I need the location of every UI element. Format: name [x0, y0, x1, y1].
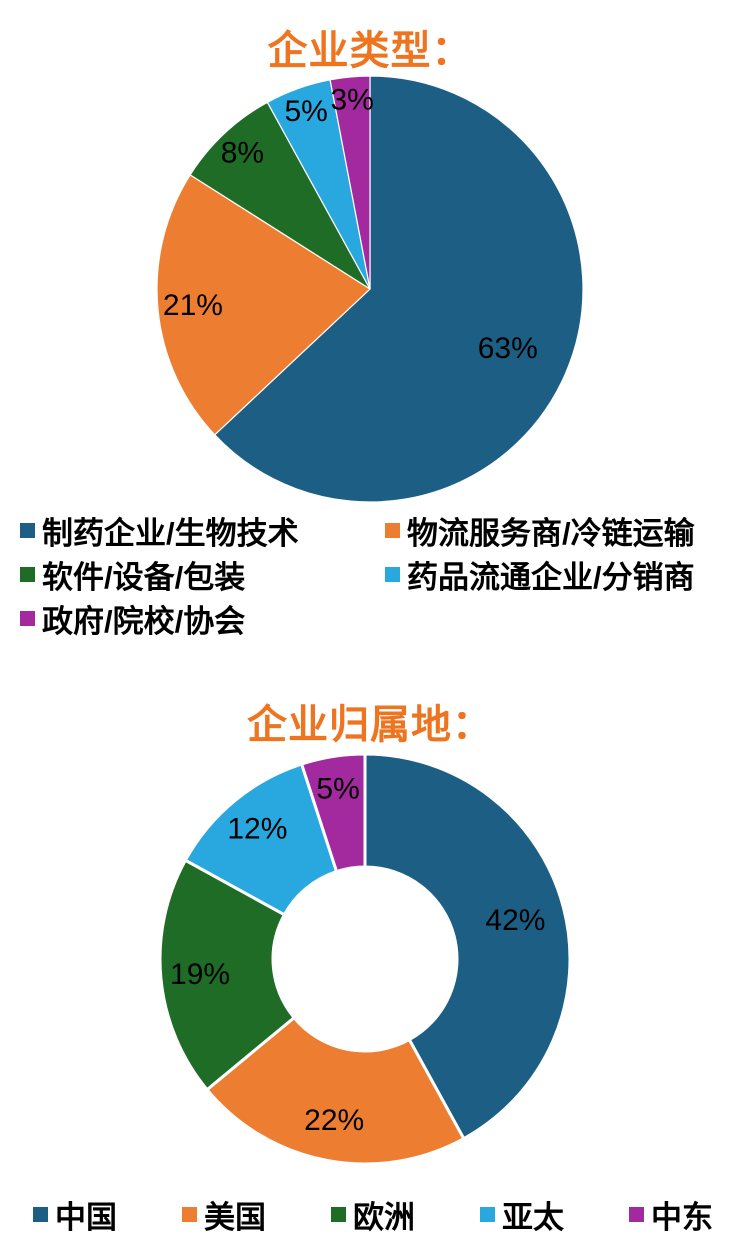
slice-percentage-label: 21%	[163, 289, 223, 322]
legend-label: 中东	[651, 1199, 713, 1235]
pie-slice	[213, 75, 584, 503]
pie-slice	[158, 858, 297, 1092]
legend-label: 药品流通企业/分销商	[407, 559, 695, 595]
legend-label: 软件/设备/包装	[42, 559, 246, 595]
legend-label: 欧洲	[353, 1199, 415, 1235]
legend-item: 中东	[629, 1196, 740, 1235]
legend-swatch-icon	[331, 1206, 346, 1222]
slice-percentage-label: 3%	[330, 84, 373, 117]
slice-percentage-label: 5%	[285, 95, 328, 128]
legend-label: 物流服务商/冷链运输	[407, 515, 695, 551]
pie-slice	[329, 75, 371, 290]
legend-swatch-icon	[385, 522, 400, 538]
enterprise-location-legend: 中国 美国 欧洲 亚太 中东	[33, 1196, 740, 1235]
slice-percentage-label: 63%	[478, 332, 538, 365]
legend-swatch-icon	[629, 1206, 644, 1222]
slice-percentage-label: 19%	[170, 958, 230, 991]
legend-item: 制药企业/生物技术	[20, 512, 385, 551]
legend-item: 亚太	[480, 1196, 629, 1235]
legend-label: 亚太	[502, 1199, 564, 1235]
chart2-title: 企业归属地：	[247, 703, 493, 747]
legend-swatch-icon	[480, 1206, 495, 1222]
legend-item: 政府/院校/协会	[20, 600, 385, 639]
pie-slice	[204, 1015, 466, 1166]
legend-swatch-icon	[182, 1206, 197, 1222]
slice-percentage-label: 22%	[304, 1104, 364, 1137]
legend-swatch-icon	[385, 566, 400, 582]
legend-item: 美国	[182, 1196, 331, 1235]
legend-swatch-icon	[20, 522, 35, 538]
pie-slice	[299, 752, 367, 874]
legend-label: 制药企业/生物技术	[42, 515, 299, 551]
legend-swatch-icon	[20, 610, 35, 626]
legend-item: 药品流通企业/分销商	[385, 556, 735, 595]
slice-percentage-label: 5%	[316, 773, 359, 806]
pie-slice	[156, 174, 371, 436]
pie-slice	[363, 752, 572, 1141]
legend-item: 欧洲	[331, 1196, 480, 1235]
legend-label: 美国	[204, 1199, 266, 1235]
legend-item: 软件/设备/包装	[20, 556, 385, 595]
legend-label: 中国	[55, 1199, 117, 1235]
pie-slice	[189, 101, 371, 290]
slice-percentage-label: 12%	[227, 812, 287, 845]
legend-swatch-icon	[33, 1206, 48, 1222]
legend-swatch-icon	[20, 566, 35, 582]
slice-percentage-label: 8%	[221, 137, 264, 170]
slice-percentage-label: 42%	[485, 904, 545, 937]
enterprise-location-donut-chart: 42% 22% 19% 12% 5%	[158, 752, 572, 1166]
legend-item: 物流服务商/冷链运输	[385, 512, 735, 551]
legend-label: 政府/院校/协会	[42, 603, 246, 639]
legend-item: 中国	[33, 1196, 182, 1235]
enterprise-type-pie-chart: 63% 21% 8% 5% 3%	[156, 75, 584, 503]
enterprise-type-legend: 制药企业/生物技术 物流服务商/冷链运输软件/设备/包装 药品流通企业/分销商政府/…	[20, 512, 735, 639]
chart1-title: 企业类型：	[267, 29, 473, 73]
